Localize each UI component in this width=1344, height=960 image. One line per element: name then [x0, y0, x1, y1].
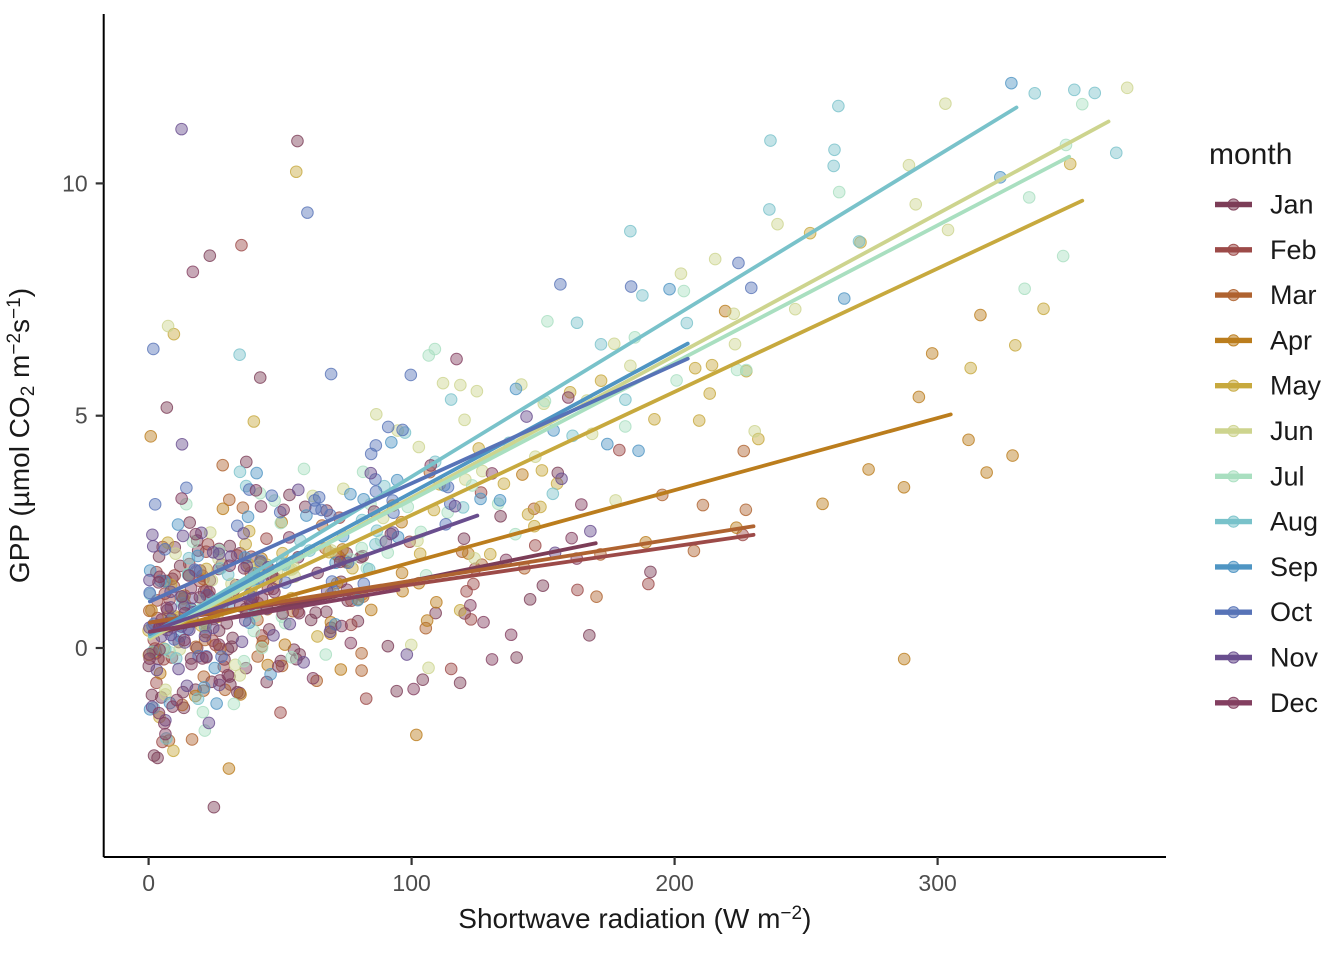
svg-text:Mar: Mar	[1270, 280, 1317, 310]
svg-text:GPP (µmol CO2 m−2s−1): GPP (µmol CO2 m−2s−1)	[4, 288, 39, 583]
svg-text:0: 0	[142, 870, 155, 896]
svg-text:Jul: Jul	[1270, 461, 1305, 491]
svg-text:Dec: Dec	[1270, 688, 1318, 718]
svg-text:Feb: Feb	[1270, 235, 1317, 265]
svg-text:0: 0	[75, 635, 88, 661]
svg-text:200: 200	[655, 870, 693, 896]
svg-text:300: 300	[918, 870, 956, 896]
svg-text:Sep: Sep	[1270, 552, 1318, 582]
svg-text:Jun: Jun	[1270, 416, 1314, 446]
svg-text:10: 10	[62, 170, 88, 196]
svg-text:month: month	[1209, 138, 1292, 171]
svg-text:5: 5	[75, 403, 88, 429]
svg-text:Aug: Aug	[1270, 507, 1318, 537]
svg-text:Nov: Nov	[1270, 643, 1319, 673]
svg-text:Oct: Oct	[1270, 597, 1313, 627]
svg-text:100: 100	[392, 870, 430, 896]
svg-text:May: May	[1270, 371, 1322, 401]
svg-text:Shortwave radiation (W m−2): Shortwave radiation (W m−2)	[458, 903, 811, 934]
svg-text:Jan: Jan	[1270, 190, 1314, 220]
svg-text:Apr: Apr	[1270, 325, 1312, 355]
